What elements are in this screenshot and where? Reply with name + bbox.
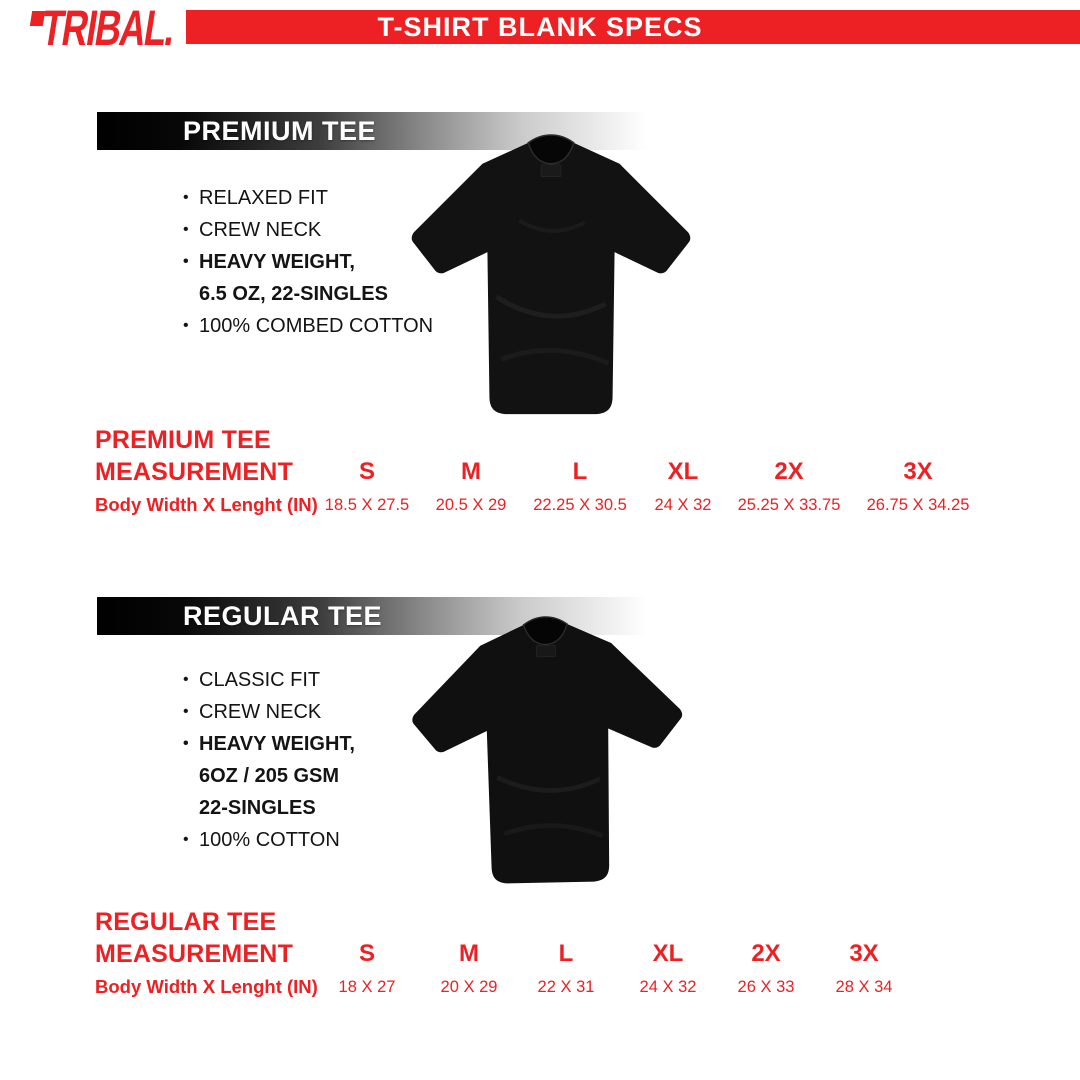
feature-item-continuation: 22-SINGLES	[199, 797, 316, 819]
size-header: M	[459, 940, 479, 967]
size-header: S	[358, 940, 376, 967]
size-header: S	[358, 458, 376, 485]
measurement-value: 24 X 32	[639, 978, 697, 996]
feature-item: HEAVY WEIGHT,	[183, 246, 433, 278]
measurement-value: 22.25 X 30.5	[533, 496, 627, 514]
premium-section-banner: PREMIUM TEE	[97, 112, 682, 150]
feature-item: 100% COTTON	[183, 824, 355, 856]
regular-banner-label: REGULAR TEE	[183, 601, 383, 631]
regular-section-banner: REGULAR TEE	[97, 597, 682, 635]
measurement-value: 20 X 29	[440, 978, 498, 996]
feature-item: 100% COMBED COTTON	[183, 310, 433, 342]
feature-item-continuation: 6OZ / 205 GSM	[199, 765, 340, 787]
premium-features-list: RELAXED FIT CREW NECK HEAVY WEIGHT, 6.5 …	[183, 182, 433, 342]
feature-item: CREW NECK	[183, 696, 355, 728]
premium-tee-image	[411, 134, 691, 415]
measurement-value: 26 X 33	[737, 978, 795, 996]
measurement-value: 26.75 X 34.25	[866, 496, 970, 514]
feature-item-continuation: 6.5 OZ, 22-SINGLES	[199, 283, 388, 305]
neck-label	[540, 164, 562, 177]
size-header: L	[558, 940, 574, 967]
feature-item: RELAXED FIT	[183, 182, 433, 214]
measurement-value: 18 X 27	[338, 978, 396, 996]
size-header: 2X	[751, 940, 781, 967]
size-header: XL	[667, 458, 699, 485]
collar	[522, 616, 568, 646]
premium-row-label: Body Width X Lenght (IN)	[95, 494, 318, 515]
measurement-value: 22 X 31	[537, 978, 595, 996]
brand-logo: TRIBAL.	[37, 0, 179, 56]
neck-label	[535, 644, 556, 658]
premium-table-title: PREMIUM TEE MEASUREMENT	[95, 426, 294, 486]
regular-features-list: CLASSIC FIT CREW NECK HEAVY WEIGHT, 6OZ …	[183, 664, 355, 856]
size-header: 3X	[903, 458, 933, 485]
measurement-value: 20.5 X 29	[435, 496, 507, 514]
measurement-value: 28 X 34	[835, 978, 893, 996]
size-header: L	[572, 458, 588, 485]
regular-row-label: Body Width X Lenght (IN)	[95, 976, 318, 997]
page-title: T-SHIRT BLANK SPECS	[377, 12, 703, 42]
measurement-value: 25.25 X 33.75	[737, 496, 841, 514]
feature-item: HEAVY WEIGHT,	[183, 728, 355, 760]
feature-item: CLASSIC FIT	[183, 664, 355, 696]
regular-tee-image	[412, 616, 683, 884]
measurement-value: 18.5 X 27.5	[324, 496, 410, 514]
size-header: M	[461, 458, 481, 485]
premium-banner-label: PREMIUM TEE	[183, 116, 377, 146]
size-header: 2X	[774, 458, 804, 485]
measurement-value: 24 X 32	[654, 496, 712, 514]
regular-table-title: REGULAR TEE MEASUREMENT	[95, 908, 294, 968]
header-red-bar	[186, 10, 1080, 44]
size-header: 3X	[849, 940, 879, 967]
feature-item: CREW NECK	[183, 214, 433, 246]
size-header: XL	[652, 940, 684, 967]
collar	[527, 134, 575, 165]
